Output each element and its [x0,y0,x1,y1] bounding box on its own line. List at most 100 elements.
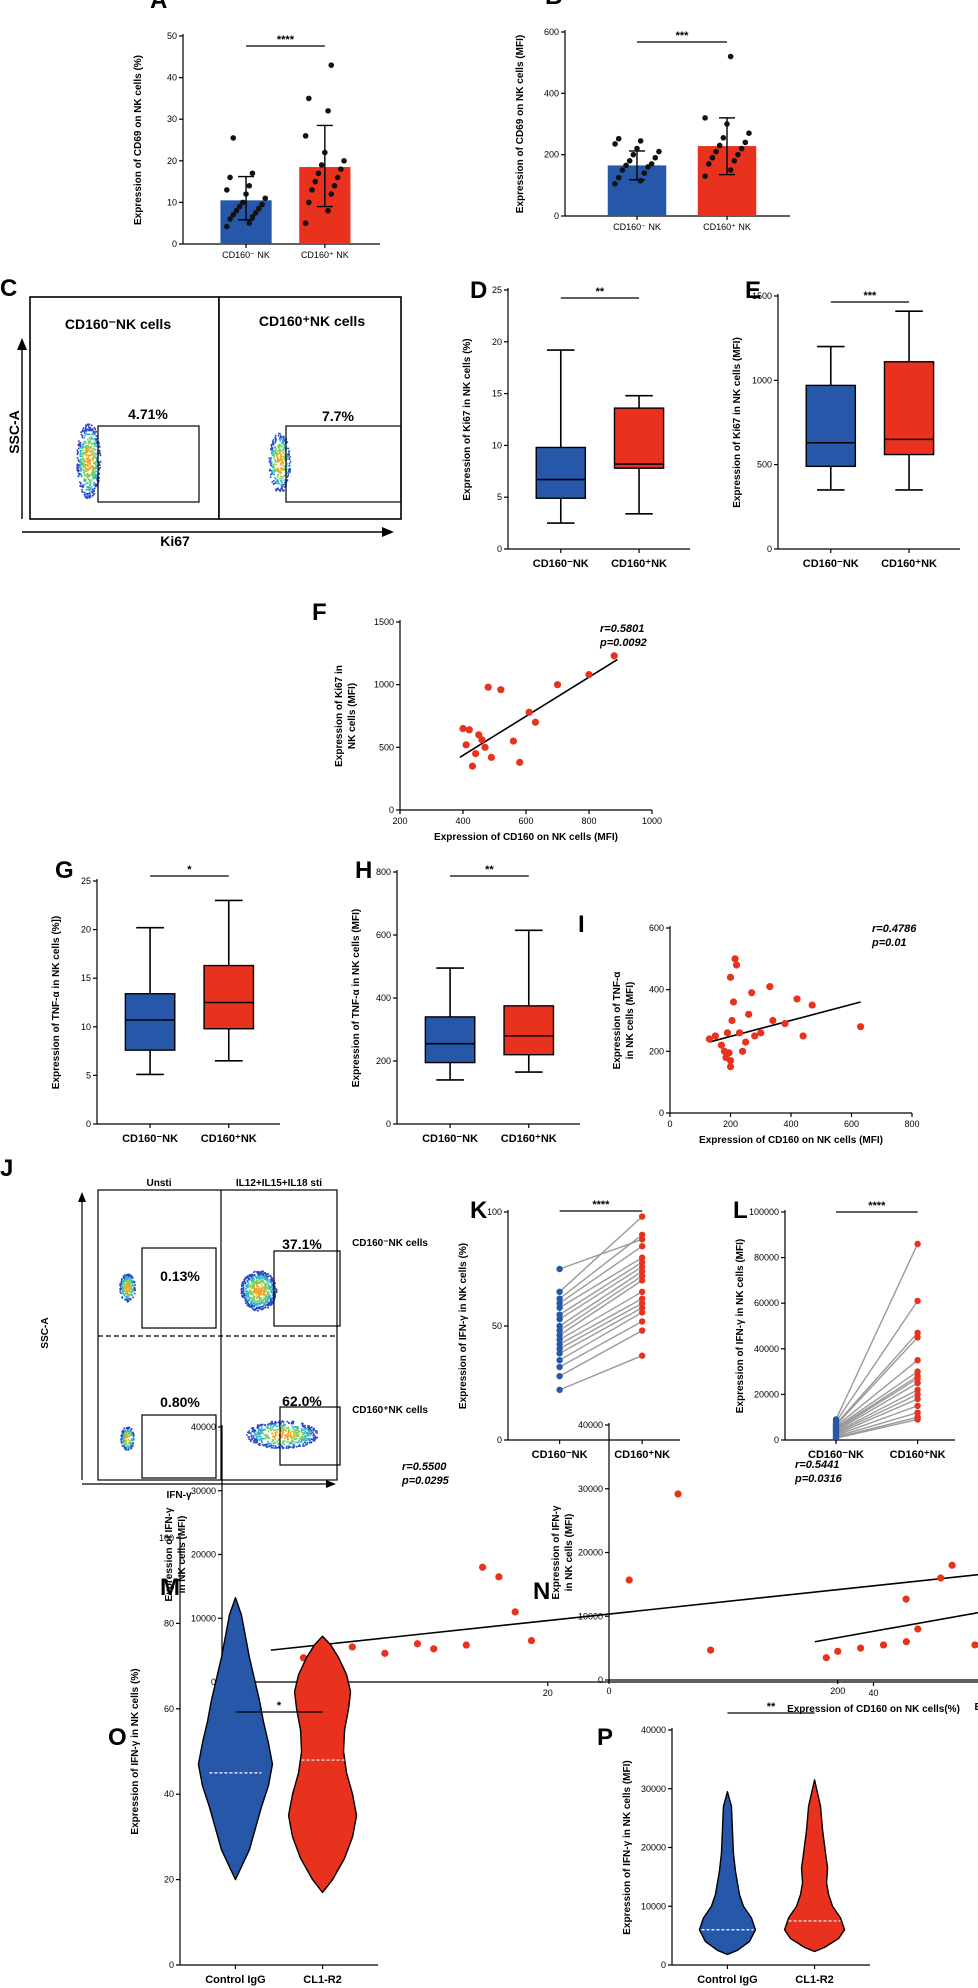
flow-event [130,1433,133,1435]
flow-event [280,457,282,459]
flow-event [247,1283,250,1286]
flow-event [250,1306,253,1308]
flow-event [89,494,91,496]
flow-event [88,423,90,426]
flow-event [310,1426,313,1428]
flow-event [129,1282,132,1285]
gate-percentage: 0.13% [160,1268,200,1284]
flow-event [281,488,284,491]
box [613,407,665,469]
flow-event [94,448,96,451]
x-tick-label: CD160⁻NK [808,1449,864,1461]
flow-event [260,1281,263,1284]
flow-event [121,1291,124,1294]
flow-event [86,449,88,452]
flow-event [258,1302,260,1305]
flow-event [282,462,284,464]
data-point [328,191,335,197]
y-tick-label: 0 [172,239,177,249]
flow-event [243,1278,245,1281]
flow-event [286,1441,288,1443]
flow-event [289,471,291,473]
flow-event [300,1429,303,1432]
flow-event [90,474,93,476]
flow-event [81,463,84,466]
flow-event [83,429,86,432]
flow-event [260,1297,263,1300]
flow-event [280,1436,282,1439]
panel-label: O [108,1724,127,1751]
flow-event [80,461,82,464]
flow-event [282,464,284,467]
flow-event [273,468,276,471]
flow-event [282,438,285,440]
data-point [509,737,517,745]
flow-event [119,1284,121,1287]
data-point-after [638,1231,646,1239]
flow-event [265,1287,267,1289]
y-axis-label: Expression of TNF-α in NK cells (%]) [51,916,62,1089]
y-axis-label: Expression of IFN-γ in NK cells (MFI) [622,1760,633,1934]
flow-event [95,435,98,437]
r-value: r=0.5801 [600,623,644,635]
flow-event [305,1434,308,1437]
flow-events [119,1273,137,1303]
flow-event [247,1436,250,1438]
flow-event [280,463,282,465]
flow-event [271,447,274,449]
flow-event [79,447,82,449]
data-point [630,151,637,158]
flow-event [258,1289,260,1291]
flow-event [254,1275,257,1278]
flow-event [256,1302,259,1304]
flow-event [79,461,81,464]
data-point [246,220,253,226]
flow-event [257,1309,259,1312]
data-point-after [638,1213,646,1220]
flow-event [310,1432,313,1435]
flow-event [283,455,286,458]
flow-event [128,1277,131,1280]
flow-event [286,1445,288,1448]
flow-event [245,1291,248,1293]
flow-event [269,459,272,462]
flow-event [93,481,95,484]
flow-event [77,458,80,461]
flow-event [263,1444,265,1447]
flow-event [93,483,96,485]
box [503,1005,555,1056]
flow-event [307,1437,310,1440]
flow-event [127,1282,130,1285]
flow-event [286,447,289,450]
flow-event [84,449,87,451]
data-point [626,158,633,164]
flow-event [260,1271,262,1274]
flow-event [266,1295,268,1298]
flow-event [291,1446,294,1448]
flow-event [271,1278,273,1281]
flow-event [260,1438,262,1441]
flow-event [91,469,94,472]
flow-gate [279,1406,341,1466]
flow-event [280,486,283,489]
flow-event [285,1447,287,1449]
data-point [748,989,756,997]
y-axis-label: Expression of CD69 on NK cells (MFI) [515,35,526,213]
flow-event [90,479,93,481]
y-tick-label: 30000 [641,1784,666,1794]
y-tick-label: 40000 [578,1420,603,1430]
flow-event [120,1434,123,1436]
flow-event [133,1280,135,1283]
flow-event [256,1277,258,1280]
data-point-after [914,1368,921,1375]
flow-event [130,1447,133,1450]
flow-event [280,438,283,441]
flow-event [295,1434,297,1436]
data-point [531,718,540,726]
flow-event [263,1297,265,1299]
flow-event [295,1426,297,1428]
flow-event [274,1295,277,1297]
panel-label: N [533,1578,550,1605]
flow-event [127,1296,130,1299]
y-tick-label: 50 [167,31,177,41]
